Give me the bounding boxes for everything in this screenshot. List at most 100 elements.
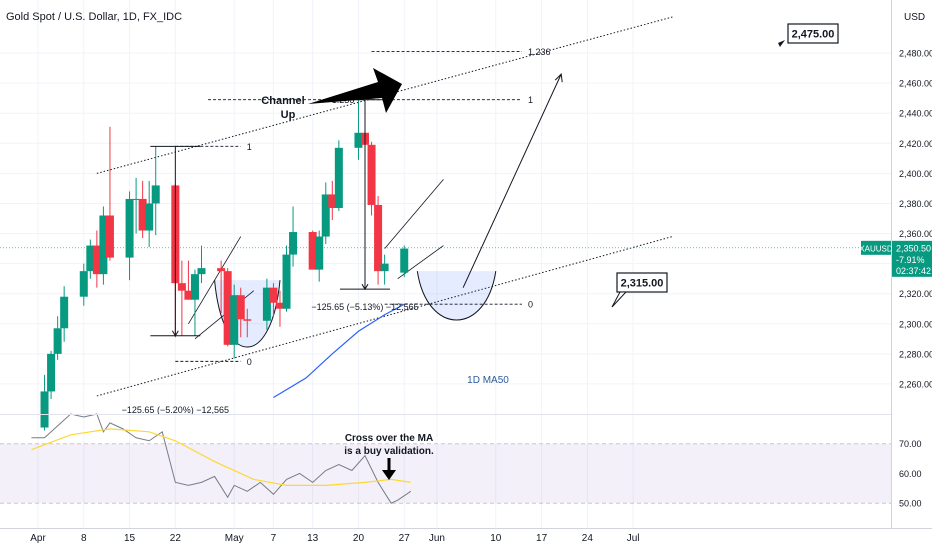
candle-body [132,198,141,200]
target-arrow [462,73,562,288]
callout-box [616,272,668,293]
candle-body [47,353,56,392]
callout-pointer [778,40,785,47]
candle [138,180,147,239]
time-tick-label: 24 [582,533,594,544]
price-tick-label: 2,260.00 [899,379,932,389]
candle-body [184,290,193,300]
callout-text: 2,475.00 [792,29,835,41]
candle-body [374,204,383,272]
price-tag-value: 2,350.50 [896,243,931,253]
channel-label-line1: Channel [261,95,304,107]
candle-body [236,295,245,320]
price-tick-label: 2,300.00 [899,319,932,329]
rsi-band [0,443,891,504]
candle [282,245,291,312]
candle-body [262,287,271,321]
guide-line [384,179,444,249]
currency-label[interactable]: USD [904,12,925,23]
fib-level-label: 1.236 [528,47,551,57]
rsi-tick-label: 60.00 [899,469,922,479]
candle-body [190,274,199,300]
time-tick-label: 20 [353,533,365,544]
candle [334,140,343,211]
candle [217,260,226,314]
channel-lower-line [96,236,673,397]
target-arrow-head [554,73,563,83]
candle [86,239,95,279]
candle [151,146,160,236]
candle-body [99,215,108,275]
rsi-tick-label: 50.00 [899,499,922,509]
candle-body [328,194,337,208]
callout-pointer [611,291,628,308]
price-tick-label: 2,420.00 [899,139,932,149]
candle-body [217,268,226,272]
candle [145,180,154,248]
channel-arrow [308,68,402,113]
candle [197,245,206,284]
candle-body [367,144,376,205]
candle [367,141,376,216]
candle [315,230,324,282]
candle-body [289,232,298,255]
cup-shape-right [416,271,497,321]
candle-body [92,245,101,275]
candle [289,206,298,267]
measure-arrowhead [171,330,179,337]
candle [236,287,245,338]
candle [223,268,232,347]
candle [269,283,278,317]
candle [321,182,330,245]
candle [105,126,114,261]
candle-body [321,194,330,237]
candle [92,230,101,288]
candle [125,191,134,281]
time-tick-label: May [225,533,244,544]
cross-note-line1: Cross over the MA [345,433,433,444]
time-tick-label: 7 [271,533,277,544]
candle [374,195,383,285]
candle [79,263,88,306]
candle-body [197,268,206,275]
candle [308,230,317,270]
candle-body [269,287,278,303]
candle-body [315,236,324,270]
candle [47,350,56,399]
cross-note-line2: is a buy validation. [344,446,434,457]
time-tick-label: 27 [399,533,411,544]
symbol-tag-text: XAUUSD [859,244,893,253]
candle [190,269,199,336]
candle [53,316,62,360]
price-callout: 2,315.00 [611,272,668,308]
candle-body [400,248,409,273]
candle-body [60,296,69,329]
fib-level-label: 0 [247,357,252,367]
candle-body [308,232,317,270]
cup-shape-left [214,280,281,348]
candle-body [230,295,239,345]
candle [177,260,186,336]
time-tick-label: 17 [536,533,548,544]
time-tick-label: 8 [81,533,87,544]
time-tick-label: 10 [490,533,502,544]
time-tick-label: Jun [429,533,445,544]
candle-body [53,328,62,354]
price-tick-label: 2,460.00 [899,79,932,89]
candle [230,284,239,359]
price-tick-label: 2,380.00 [899,199,932,209]
rsi-band-fill [0,443,891,504]
guide-line [397,245,444,279]
fib-level-label: 0 [528,300,533,310]
candle-body [105,215,114,258]
candles[interactable] [40,99,409,431]
candle-body [79,271,88,297]
candle [60,286,69,342]
candle-body [243,319,252,321]
price-tick-label: 2,320.00 [899,289,932,299]
time-tick-label: Jul [627,533,640,544]
ma50-line [273,303,405,398]
candle [132,177,141,234]
candle [328,180,337,221]
